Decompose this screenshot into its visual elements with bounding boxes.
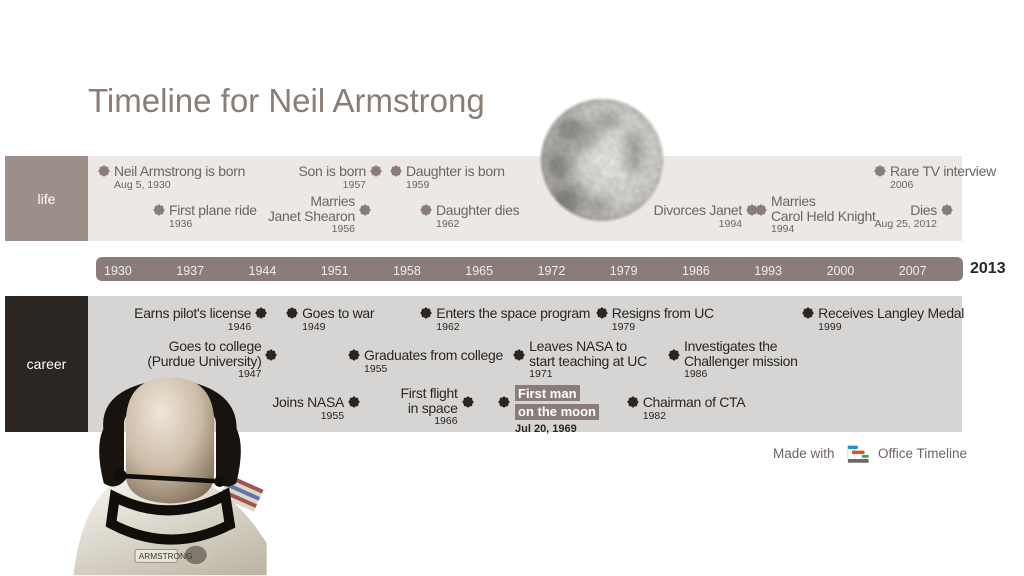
svg-text:ARMSTRONG: ARMSTRONG [139,552,193,561]
